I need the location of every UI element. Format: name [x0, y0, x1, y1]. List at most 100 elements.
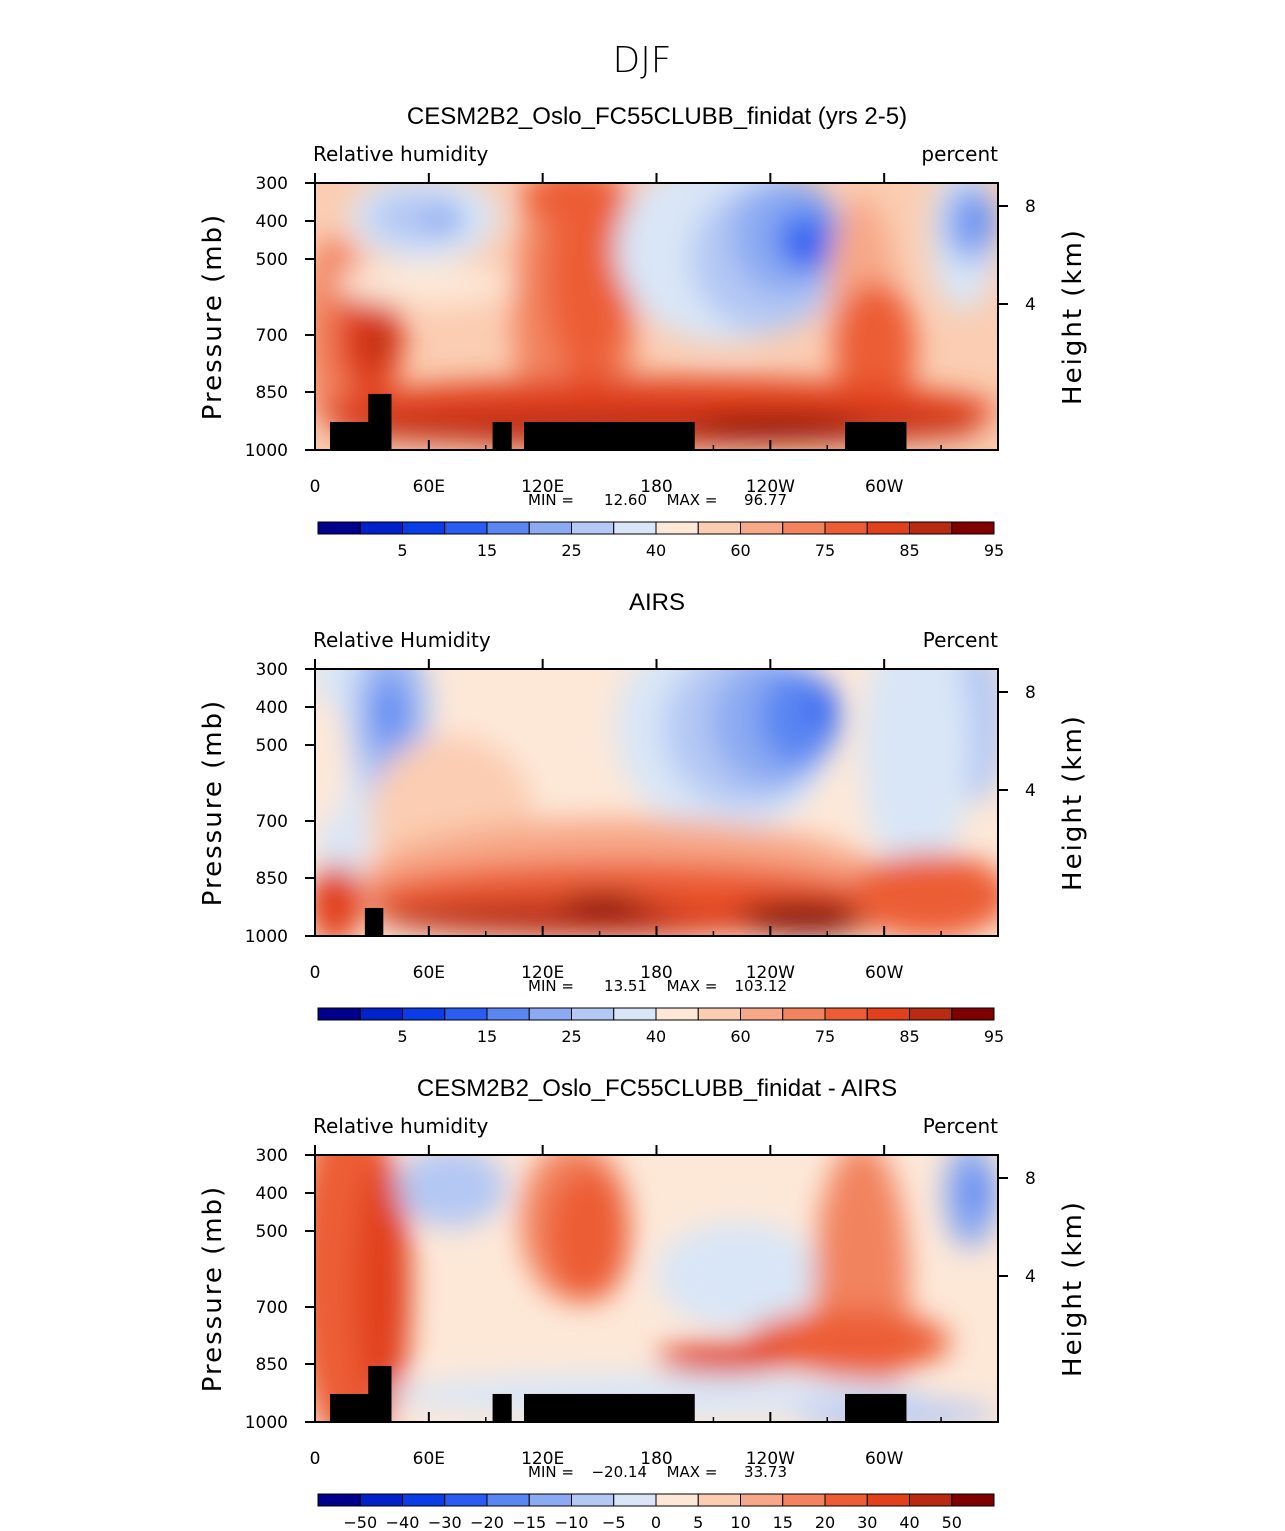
contour-region: [656, 1221, 821, 1329]
y-axis-label: Pressure (mb): [198, 699, 228, 906]
colorbar-swatch: [951, 521, 995, 535]
colorbar-label: −10: [555, 1513, 589, 1531]
y-tick-label: 300: [256, 174, 288, 194]
land-mask: [492, 1393, 512, 1422]
colorbar-label: 15: [773, 1513, 793, 1531]
y-tick-label: 500: [256, 736, 288, 756]
colorbar-label: 10: [730, 1513, 750, 1531]
max-label: MAX =: [667, 1463, 718, 1481]
x-tick-label: 0: [310, 1449, 321, 1469]
max-label: MAX =: [667, 491, 718, 509]
colorbar-swatch: [317, 1493, 361, 1507]
colorbar-swatch: [359, 521, 403, 535]
contour-region: [560, 893, 643, 915]
colorbar-swatch: [824, 1007, 868, 1021]
y-tick-label: 400: [256, 698, 288, 718]
contour-region: [315, 863, 363, 936]
x-tick-label: 120E: [521, 1449, 564, 1469]
colorbar-swatch: [528, 1007, 572, 1021]
colorbar: 5 15 25 40 60 75 85 95: [317, 1007, 1004, 1046]
height-tick-label: 4: [1025, 781, 1036, 801]
colorbar-swatch: [655, 1007, 699, 1021]
colorbar-swatch: [740, 521, 784, 535]
colorbar-swatch: [486, 1493, 530, 1507]
x-tick-label: 120E: [521, 963, 564, 983]
colorbar-swatch: [655, 1493, 699, 1507]
contour-region: [547, 183, 630, 384]
y-tick-label: 1000: [245, 927, 288, 947]
colorbar-label: −30: [428, 1513, 462, 1531]
right-label: percent: [921, 142, 998, 166]
colorbar-label: −15: [512, 1513, 546, 1531]
colorbar-swatch: [528, 521, 572, 535]
x-tick-label: 60W: [865, 1449, 904, 1469]
colorbar-label: 95: [984, 541, 1004, 560]
panel-1: CESM2B2_Oslo_FC55CLUBB_finidat (yrs 2-5)…: [198, 103, 1088, 560]
x-tick-label: 180: [640, 963, 672, 983]
contour-region: [847, 853, 998, 936]
land-mask: [845, 421, 907, 450]
colorbar-swatch: [444, 521, 488, 535]
colorbar-swatch: [613, 1007, 657, 1021]
contour-region: [376, 685, 404, 739]
min-label: MIN =: [528, 491, 574, 509]
contour-region: [963, 1171, 992, 1214]
land-mask: [523, 1393, 695, 1422]
min-label: MIN =: [528, 1463, 574, 1481]
x-tick-label: 120W: [746, 477, 795, 497]
contour-region: [335, 263, 514, 306]
y-axis-label-right: Height (km): [1058, 228, 1088, 405]
y-tick-label: 1000: [245, 1413, 288, 1433]
colorbar-label: 0: [651, 1513, 661, 1531]
contour-region: [963, 204, 992, 237]
colorbar-swatch: [317, 521, 361, 535]
colorbar-label: 5: [397, 1027, 407, 1046]
colorbar-label: −50: [343, 1513, 377, 1531]
colorbar: 5 15 25 40 60 75 85 95: [317, 521, 1004, 560]
colorbar-swatch: [571, 1007, 615, 1021]
colorbar-swatch: [655, 521, 699, 535]
colorbar-swatch: [697, 1007, 741, 1021]
height-tick-label: 8: [1025, 1169, 1036, 1189]
right-label: Percent: [923, 1114, 998, 1138]
colorbar-label: −5: [602, 1513, 626, 1531]
x-tick-label: 60W: [865, 477, 904, 497]
x-tick-label: 60E: [413, 477, 445, 497]
y-axis-label: Pressure (mb): [198, 213, 228, 420]
y-tick-label: 500: [256, 1222, 288, 1242]
y-tick-label: 300: [256, 660, 288, 680]
contour-region: [786, 225, 828, 269]
colorbar-label: 40: [646, 1027, 666, 1046]
land-mask: [368, 393, 392, 450]
colorbar-swatch: [486, 1007, 530, 1021]
colorbar-label: 75: [815, 1027, 835, 1046]
min-value: −20.14: [591, 1463, 647, 1481]
contour-region: [547, 1168, 630, 1302]
colorbar-label: −20: [470, 1513, 504, 1531]
colorbar-label: 20: [815, 1513, 835, 1531]
x-tick-label: 0: [310, 477, 321, 497]
colorbar-swatch: [359, 1493, 403, 1507]
x-tick-label: 60E: [413, 1449, 445, 1469]
x-tick-label: 60E: [413, 963, 445, 983]
panel-title: CESM2B2_Oslo_FC55CLUBB_finidat - AIRS: [417, 1075, 897, 1102]
colorbar-swatch: [444, 1493, 488, 1507]
colorbar-label: 60: [730, 541, 750, 560]
colorbar-label: 85: [899, 1027, 919, 1046]
x-tick-label: 60W: [865, 963, 904, 983]
y-axis-label: Pressure (mb): [198, 1185, 228, 1392]
colorbar-swatch: [909, 1493, 953, 1507]
left-label: Relative humidity: [313, 1114, 488, 1138]
colorbar-swatch: [613, 521, 657, 535]
y-tick-label: 850: [256, 1355, 288, 1375]
land-mask: [330, 421, 372, 450]
height-tick-label: 4: [1025, 1267, 1036, 1287]
panel-title: AIRS: [629, 589, 685, 616]
colorbar-label: 85: [899, 541, 919, 560]
contour-region: [834, 281, 917, 416]
y-tick-label: 400: [256, 1184, 288, 1204]
contour-region: [424, 207, 466, 234]
x-tick-label: 180: [640, 477, 672, 497]
colorbar-label: 30: [857, 1513, 877, 1531]
colorbar-swatch: [740, 1007, 784, 1021]
